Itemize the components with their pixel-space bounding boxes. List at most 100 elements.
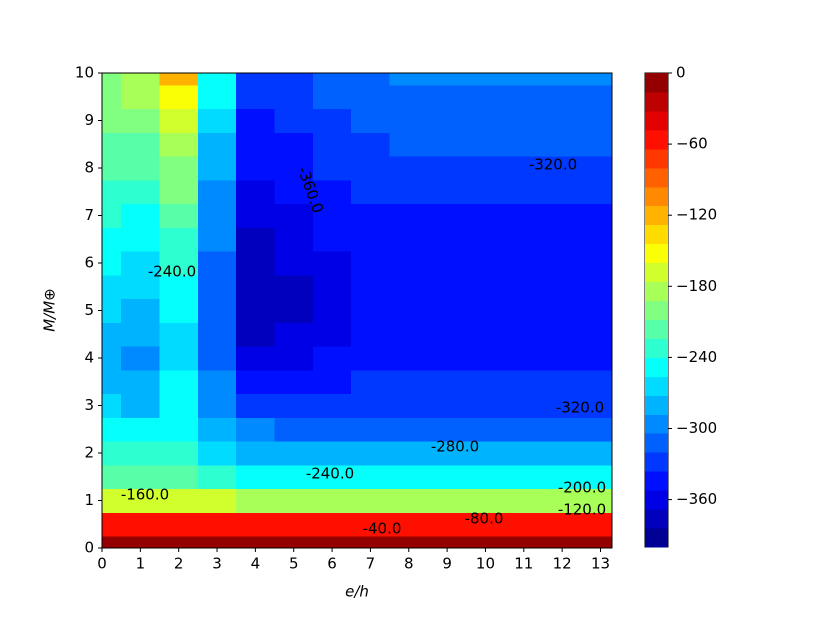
- contour-cell: [389, 536, 429, 549]
- contour-cell: [102, 108, 122, 133]
- contour-cell: [466, 203, 506, 228]
- contour-cell: [427, 298, 467, 323]
- contour-cell: [159, 346, 199, 371]
- contour-cell: [504, 346, 544, 371]
- x-tick-label: 10: [476, 555, 495, 573]
- colorbar-band: [645, 433, 668, 453]
- contour-cell: [581, 227, 613, 252]
- contour-cell: [466, 132, 506, 157]
- x-tick-label: 1: [136, 555, 146, 573]
- contour-cell: [504, 298, 544, 323]
- contour-cell: [312, 441, 352, 466]
- y-tick-label: 10: [75, 64, 94, 82]
- contour-cell: [504, 84, 544, 110]
- colorbar-tick-label: −180: [676, 277, 717, 295]
- contour-cell: [389, 322, 429, 347]
- contour-cell: [121, 488, 161, 513]
- colorbar-band: [645, 148, 668, 169]
- contour-cell: [427, 512, 467, 537]
- contour-cell: [159, 227, 199, 252]
- contour-cell: [197, 179, 237, 205]
- contour-cell: [274, 536, 314, 549]
- contour-cell: [159, 156, 199, 181]
- contour-cell: [504, 536, 544, 549]
- colorbar-band: [645, 243, 668, 264]
- contour-cell: [351, 156, 391, 181]
- contour-label: -80.0: [465, 510, 504, 528]
- contour-cell: [102, 251, 122, 276]
- contour-cell: [312, 156, 352, 181]
- contour-cell: [466, 179, 506, 205]
- contour-label: -240.0: [306, 465, 354, 483]
- contour-cell: [197, 251, 237, 276]
- contour-cell: [197, 73, 237, 86]
- contour-cell: [274, 227, 314, 252]
- contour-cell: [312, 108, 352, 133]
- contour-cell: [121, 84, 161, 110]
- contour-cell: [466, 156, 506, 181]
- contour-cell: [197, 488, 237, 513]
- contour-cell: [121, 274, 161, 300]
- contour-cell: [504, 132, 544, 157]
- contour-cell: [351, 536, 391, 549]
- contour-label: -200.0: [558, 479, 606, 497]
- colorbar-band: [645, 490, 668, 510]
- contour-cell: [466, 346, 506, 371]
- contour-cell: [542, 179, 582, 205]
- contour-cell: [102, 322, 122, 347]
- contour-cell: [159, 84, 199, 110]
- contour-cell: [581, 322, 613, 347]
- contour-cell: [581, 488, 613, 513]
- contour-cell: [389, 179, 429, 205]
- x-tick-label: 2: [174, 555, 184, 573]
- contour-label: -320.0: [529, 156, 577, 174]
- contour-cell: [312, 369, 352, 395]
- contour-cell: [121, 536, 161, 549]
- contour-cell: [274, 274, 314, 300]
- contour-cell: [466, 536, 506, 549]
- contour-cell: [121, 369, 161, 395]
- contour-cell: [466, 251, 506, 276]
- contour-cell: [197, 203, 237, 228]
- contour-cell: [274, 108, 314, 133]
- contour-cell: [236, 488, 276, 513]
- contour-cell: [581, 417, 613, 442]
- contour-cell: [466, 73, 506, 86]
- contour-cell: [274, 73, 314, 86]
- contour-cell: [351, 203, 391, 228]
- contour-cell: [312, 322, 352, 347]
- contour-cell: [312, 251, 352, 276]
- contour-cell: [312, 536, 352, 549]
- contour-cell: [312, 203, 352, 228]
- contour-cell: [427, 393, 467, 418]
- contour-cell: [312, 227, 352, 252]
- contour-cell: [542, 464, 582, 490]
- contour-cell: [389, 298, 429, 323]
- contour-cell: [159, 536, 199, 549]
- contour-cell: [351, 322, 391, 347]
- y-tick-label: 1: [84, 491, 94, 509]
- contour-cell: [274, 203, 314, 228]
- contour-cell: [466, 322, 506, 347]
- contour-cell: [427, 179, 467, 205]
- contour-cell: [581, 251, 613, 276]
- contour-label: -320.0: [556, 399, 604, 417]
- contour-cell: [102, 84, 122, 110]
- contour-cell: [504, 274, 544, 300]
- y-tick-label: 3: [84, 396, 94, 414]
- contour-cell: [274, 346, 314, 371]
- contour-cell: [274, 464, 314, 490]
- colorbar-band: [645, 129, 668, 150]
- contour-cell: [274, 512, 314, 537]
- contour-cell: [389, 251, 429, 276]
- contour-cell: [121, 156, 161, 181]
- contour-cell: [197, 464, 237, 490]
- contour-cell: [466, 274, 506, 300]
- contour-cell: [274, 132, 314, 157]
- colorbar-band: [645, 167, 668, 188]
- contour-cell: [581, 108, 613, 133]
- contour-cell: [542, 298, 582, 323]
- contour-cell: [351, 298, 391, 323]
- contour-cell: [236, 393, 276, 418]
- contour-cell: [542, 488, 582, 513]
